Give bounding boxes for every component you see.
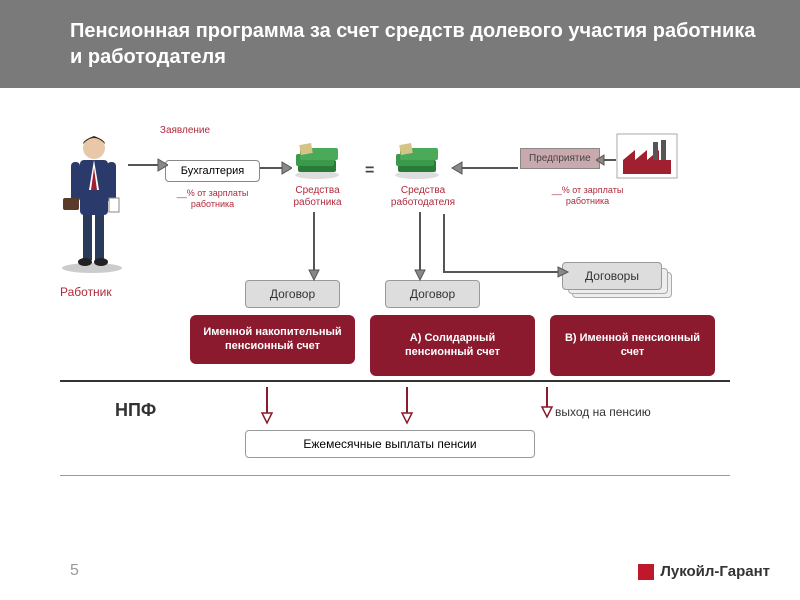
divider-bottom xyxy=(60,475,730,476)
brand-logo: Лукойл-Гарант xyxy=(638,563,770,580)
money-stack-icon xyxy=(390,140,445,180)
pct-worker2-label: __% от зарплаты работника xyxy=(550,185,625,207)
account-box-solidarity: А) Солидарный пенсионный счет xyxy=(370,315,535,376)
arrow-icon xyxy=(596,152,618,168)
arrow-icon xyxy=(306,210,322,282)
account-box-named: В) Именной пенсионный счет xyxy=(550,315,715,376)
enterprise-box: Предприятие xyxy=(520,148,600,169)
brand-square-icon xyxy=(638,564,654,580)
money-stack-icon xyxy=(290,140,345,180)
funds-employer-label: Средства работодателя xyxy=(378,185,468,209)
arrow-icon xyxy=(126,155,168,175)
worker-caption: Работник xyxy=(60,285,112,299)
contract-box-2: Договор xyxy=(385,280,480,308)
exit-label: выход на пенсию xyxy=(555,405,651,419)
worker-figure-icon xyxy=(55,120,130,275)
payments-box: Ежемесячные выплаты пенсии xyxy=(245,430,535,458)
arrow-icon xyxy=(412,210,428,282)
equals-sign: = xyxy=(365,162,374,180)
arrow-down-icon xyxy=(540,385,554,419)
arrow-down-icon xyxy=(400,385,414,425)
slide-title: Пенсионная программа за счет средств дол… xyxy=(0,0,800,88)
divider-top xyxy=(60,380,730,382)
npf-label: НПФ xyxy=(115,400,156,421)
pct-worker-label: __% от зарплаты работника xyxy=(175,188,250,210)
accounting-box: Бухгалтерия xyxy=(165,160,260,182)
arrow-icon xyxy=(258,158,292,178)
contracts-box: Договоры xyxy=(562,262,662,290)
funds-worker-label: Средства работника xyxy=(280,185,355,209)
arrow-down-icon xyxy=(260,385,274,425)
application-label: Заявление xyxy=(150,125,220,137)
page-number: 5 xyxy=(70,562,79,580)
account-box-personal: Именной накопительный пенсионный счет xyxy=(190,315,355,364)
arrow-icon xyxy=(450,158,520,178)
contract-box-1: Договор xyxy=(245,280,340,308)
factory-icon xyxy=(615,132,680,182)
arrow-elbow-icon xyxy=(440,212,570,284)
brand-text: Лукойл-Гарант xyxy=(660,563,770,580)
